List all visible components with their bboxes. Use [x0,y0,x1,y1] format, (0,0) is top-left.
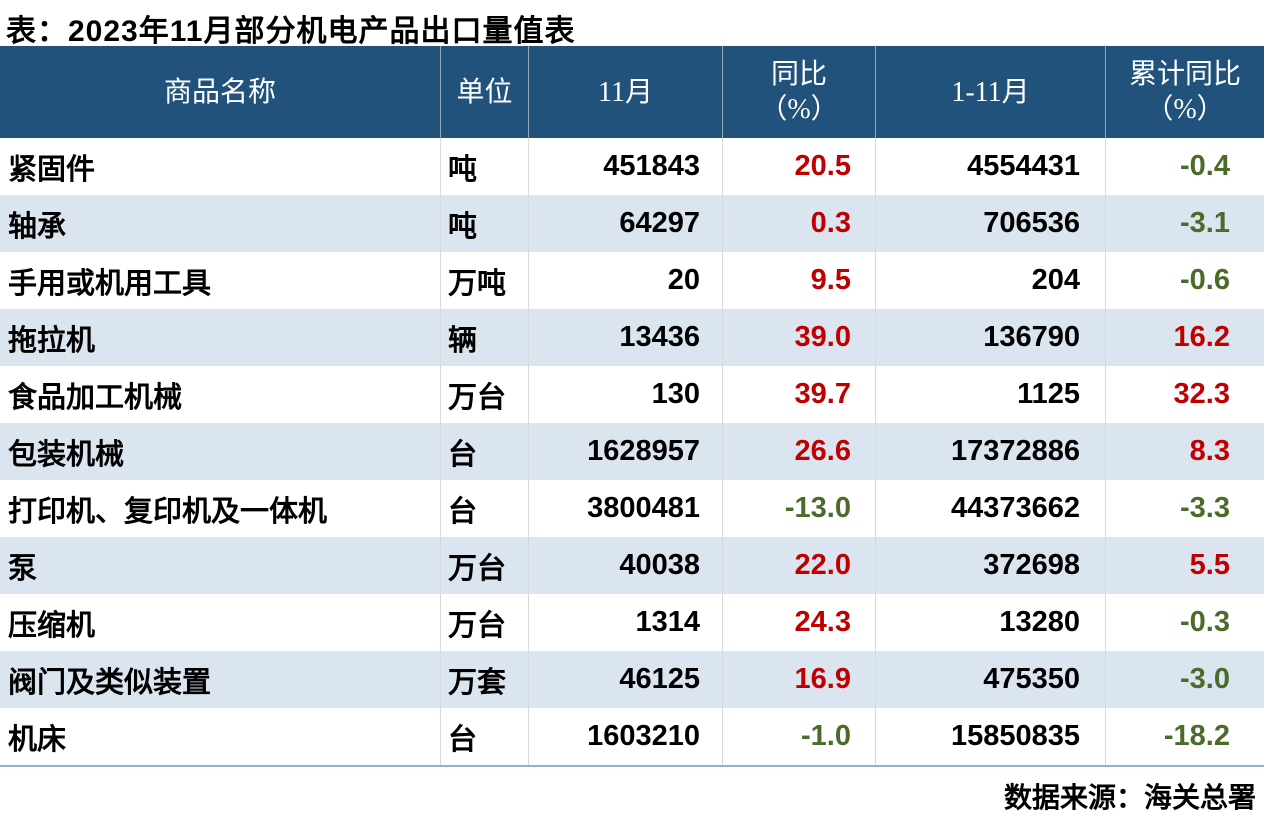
cell-unit: 万套 [440,651,528,708]
header-cumulative-yoy-label: 累计同比 [1128,59,1241,90]
cell-product-name: 机床 [8,723,67,756]
cell-jan-nov-value: 17372886 [875,423,1105,480]
cell-product-name: 紧固件 [8,153,96,186]
cell-cumulative-yoy-value: -18.2 [1105,708,1264,765]
cell-november-value: 40038 [528,537,722,594]
cell-product-name: 包装机械 [8,438,125,471]
cell-product-name: 压缩机 [8,609,96,642]
cell-cumulative-yoy-value: -0.3 [1105,594,1264,651]
cell-product-name: 食品加工机械 [8,381,183,414]
cell-november-value: 451843 [528,138,722,195]
cell-november-value: 20 [528,252,722,309]
cell-unit: 万台 [440,366,528,423]
table-row: 压缩机 万台 1314 24.3 13280 -0.3 [0,594,1264,651]
table-row: 阀门及类似装置 万套 46125 16.9 475350 -3.0 [0,651,1264,708]
cell-november-value: 13436 [528,309,722,366]
cell-cumulative-yoy-value: 16.2 [1105,309,1264,366]
cell-jan-nov-value: 4554431 [875,138,1105,195]
header-november-label: 11月 [598,76,653,108]
cell-unit: 万台 [440,537,528,594]
table-row: 包装机械 台 1628957 26.6 17372886 8.3 [0,423,1264,480]
cell-yoy-value: 39.7 [722,366,875,423]
page-title: 表：2023年11月部分机电产品出口量值表 [6,15,576,48]
header-product-name: 商品名称 [0,46,440,138]
data-source: 数据来源：海关总署 [1003,781,1256,813]
cell-unit: 吨 [440,138,528,195]
header-unit: 单位 [440,46,528,138]
cell-product-name: 阀门及类似装置 [8,666,212,699]
cell-november-value: 1628957 [528,423,722,480]
table-row: 手用或机用工具 万吨 20 9.5 204 -0.6 [0,252,1264,309]
cell-cumulative-yoy-value: -3.1 [1105,195,1264,252]
cell-jan-nov-value: 1125 [875,366,1105,423]
table-row: 拖拉机 辆 13436 39.0 136790 16.2 [0,309,1264,366]
header-unit-label: 单位 [456,76,513,108]
cell-yoy-value: -13.0 [722,480,875,537]
cell-yoy-value: 16.9 [722,651,875,708]
cell-cumulative-yoy-value: 5.5 [1105,537,1264,594]
cell-unit: 辆 [440,309,528,366]
header-cumulative-yoy-unit-label: （%） [1145,94,1225,125]
cell-yoy-value: 22.0 [722,537,875,594]
cell-november-value: 1603210 [528,708,722,765]
cell-jan-nov-value: 706536 [875,195,1105,252]
cell-yoy-value: 39.0 [722,309,875,366]
header-cumulative-yoy: 累计同比 （%） [1105,46,1264,138]
cell-jan-nov-value: 372698 [875,537,1105,594]
cell-unit: 万吨 [440,252,528,309]
cell-jan-nov-value: 204 [875,252,1105,309]
table-header: 商品名称 单位 11月 同比 （%） 1-11月 累计同比 （%） [0,46,1264,138]
cell-unit: 吨 [440,195,528,252]
cell-yoy-value: 24.3 [722,594,875,651]
table-row: 紧固件 吨 451843 20.5 4554431 -0.4 [0,138,1264,195]
cell-cumulative-yoy-value: 32.3 [1105,366,1264,423]
cell-unit: 台 [440,480,528,537]
header-yoy: 同比 （%） [722,46,875,138]
table-row: 打印机、复印机及一体机 台 3800481 -13.0 44373662 -3.… [0,480,1264,537]
cell-yoy-value: 26.6 [722,423,875,480]
cell-jan-nov-value: 15850835 [875,708,1105,765]
table-row: 泵 万台 40038 22.0 372698 5.5 [0,537,1264,594]
cell-november-value: 46125 [528,651,722,708]
cell-product-name: 泵 [8,552,38,585]
header-product-name-label: 商品名称 [163,76,276,108]
cell-november-value: 64297 [528,195,722,252]
cell-jan-nov-value: 475350 [875,651,1105,708]
table-row: 食品加工机械 万台 130 39.7 1125 32.3 [0,366,1264,423]
cell-product-name: 打印机、复印机及一体机 [8,495,328,528]
cell-jan-nov-value: 44373662 [875,480,1105,537]
cell-product-name: 手用或机用工具 [8,267,212,300]
cell-november-value: 1314 [528,594,722,651]
cell-cumulative-yoy-value: -0.4 [1105,138,1264,195]
table-body: 紧固件 吨 451843 20.5 4554431 -0.4 轴承 吨 6429… [0,138,1264,767]
header-yoy-unit-label: （%） [759,94,839,125]
cell-unit: 台 [440,708,528,765]
cell-yoy-value: 9.5 [722,252,875,309]
header-jan-nov: 1-11月 [875,46,1105,138]
table-row: 轴承 吨 64297 0.3 706536 -3.1 [0,195,1264,252]
cell-jan-nov-value: 13280 [875,594,1105,651]
header-november: 11月 [528,46,722,138]
cell-yoy-value: -1.0 [722,708,875,765]
cell-product-name: 拖拉机 [8,324,96,357]
cell-product-name: 轴承 [8,210,67,243]
cell-november-value: 3800481 [528,480,722,537]
cell-cumulative-yoy-value: -0.6 [1105,252,1264,309]
cell-cumulative-yoy-value: -3.3 [1105,480,1264,537]
cell-yoy-value: 0.3 [722,195,875,252]
header-yoy-label: 同比 [770,59,827,90]
cell-cumulative-yoy-value: 8.3 [1105,423,1264,480]
cell-jan-nov-value: 136790 [875,309,1105,366]
cell-unit: 万台 [440,594,528,651]
table-row: 机床 台 1603210 -1.0 15850835 -18.2 [0,708,1264,765]
cell-yoy-value: 20.5 [722,138,875,195]
cell-november-value: 130 [528,366,722,423]
header-jan-nov-label: 1-11月 [951,76,1030,108]
cell-cumulative-yoy-value: -3.0 [1105,651,1264,708]
cell-unit: 台 [440,423,528,480]
